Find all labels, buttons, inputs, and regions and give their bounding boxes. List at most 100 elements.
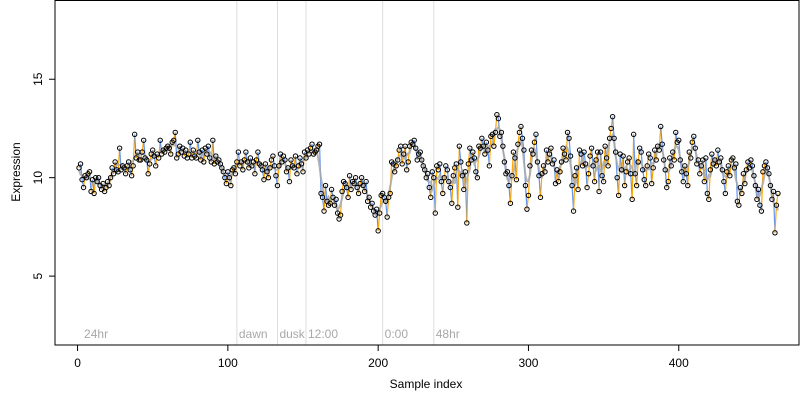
data-point [673,129,679,136]
data-point [588,145,595,151]
data-point [399,161,405,167]
series-segment [664,169,668,188]
data-point [641,176,647,183]
data-point [355,190,362,197]
data-point [352,174,359,181]
data-point [171,137,177,143]
data-point [686,149,692,155]
data-point [530,151,536,157]
data-point [512,155,518,161]
data-point [394,157,401,163]
data-point [555,178,562,185]
data-point [573,165,580,171]
data-point [435,167,441,173]
data-point [775,190,781,197]
data-point [401,151,407,157]
data-point [369,200,375,206]
series-segment [394,165,397,172]
data-point [563,157,569,163]
data-point [545,159,551,165]
data-point [679,169,685,175]
data-point [422,167,428,173]
data-point [605,163,611,169]
data-point [262,161,269,167]
data-point [737,184,744,191]
data-point [602,143,608,149]
data-point [647,155,653,161]
data-point [485,147,491,153]
data-point [567,153,574,159]
data-point [593,157,599,163]
data-point [327,200,333,206]
data-point [384,214,390,220]
data-point [425,171,431,177]
data-point [755,186,762,193]
data-point [361,188,368,195]
data-point [581,149,587,155]
data-point [282,157,288,163]
series-segment [512,151,516,159]
data-point [444,167,450,173]
data-point [300,169,306,175]
data-point [615,192,622,199]
data-point [354,184,360,191]
data-point [358,174,365,181]
data-point [718,155,724,161]
data-point [274,182,281,189]
data-point [748,157,754,163]
data-point [683,171,689,177]
data-point [599,173,605,179]
data-point [518,123,524,130]
data-point [267,165,273,171]
data-point [570,208,577,214]
data-point [630,131,637,138]
data-point [733,161,739,167]
data-point [662,167,668,173]
data-point [749,163,756,169]
data-point [351,180,357,187]
data-point [450,173,457,179]
data-point [515,141,521,147]
series-segment [457,146,460,208]
data-point [773,202,780,208]
data-point [382,198,389,204]
data-point [742,180,748,187]
data-point [642,182,649,189]
data-point [298,161,305,167]
data-point [106,182,112,189]
data-point [404,167,410,173]
data-point [560,145,566,151]
data-point [127,167,133,173]
data-point [360,182,366,189]
data-point [231,165,237,171]
data-point [373,206,380,212]
data-point [564,129,571,136]
data-point [411,137,417,143]
data-point [213,153,219,159]
data-point [704,190,711,197]
x-tick-label: 400 [669,356,689,370]
data-point [333,196,339,203]
data-point [483,139,490,145]
x-tick-label: 0 [74,356,81,370]
data-point [100,180,106,187]
data-point [419,157,425,163]
data-point [757,202,763,208]
data-point [145,171,151,177]
data-point [297,155,303,161]
data-point [671,157,677,163]
data-point [431,174,437,181]
data-point [667,155,673,161]
data-point [387,190,393,197]
data-point [766,171,772,177]
data-point [426,184,432,191]
series-segment [439,163,442,182]
data-point [172,129,178,136]
data-point [524,206,530,212]
data-point [760,169,766,175]
data-point [772,230,778,236]
series-segment [660,126,663,145]
data-point [703,155,709,161]
data-point [584,184,590,191]
